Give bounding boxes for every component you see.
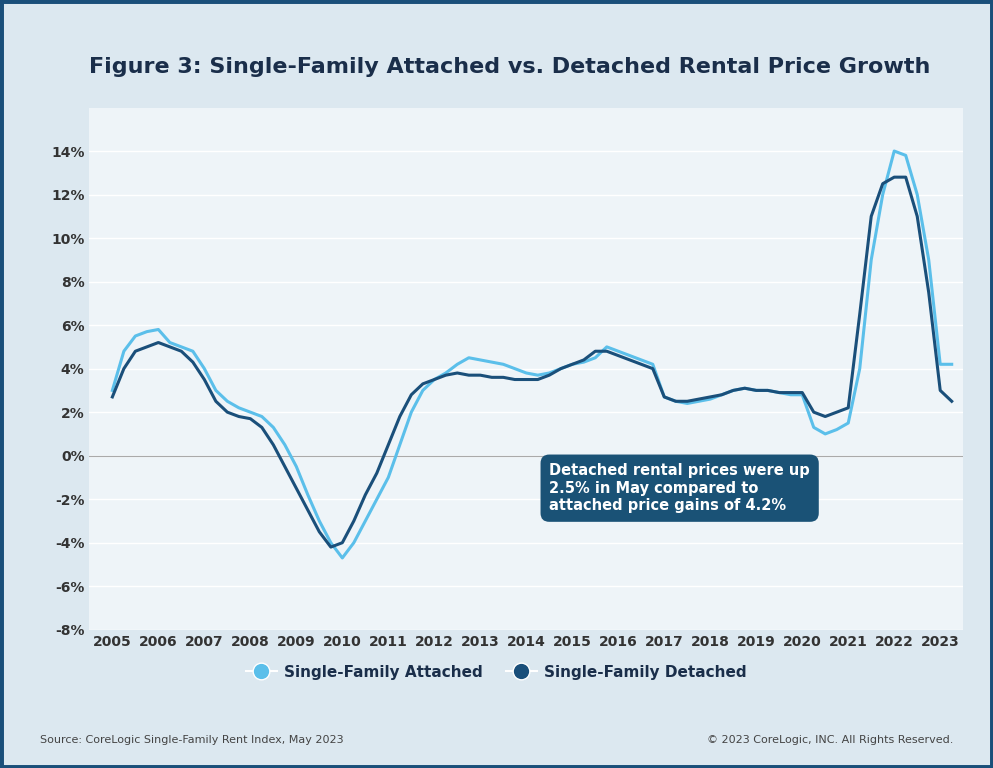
Single-Family Attached xyxy=(877,190,889,199)
Single-Family Detached xyxy=(578,356,590,365)
Single-Family Detached xyxy=(279,462,291,471)
Text: Detached rental prices were up
2.5% in May compared to
attached price gains of 4: Detached rental prices were up 2.5% in M… xyxy=(549,463,810,513)
Single-Family Attached xyxy=(589,353,601,362)
Text: © 2023 CoreLogic, INC. All Rights Reserved.: © 2023 CoreLogic, INC. All Rights Reserv… xyxy=(707,735,953,745)
Single-Family Attached xyxy=(279,440,291,449)
Single-Family Attached xyxy=(889,147,901,156)
Single-Family Detached xyxy=(889,173,901,182)
Single-Family Detached xyxy=(945,396,957,406)
Single-Family Attached xyxy=(106,386,118,395)
Single-Family Attached xyxy=(578,358,590,367)
Single-Family Attached xyxy=(945,359,957,369)
Line: Single-Family Attached: Single-Family Attached xyxy=(112,151,951,558)
Single-Family Attached xyxy=(290,462,302,471)
Text: Source: CoreLogic Single-Family Rent Index, May 2023: Source: CoreLogic Single-Family Rent Ind… xyxy=(40,735,344,745)
Single-Family Detached xyxy=(290,484,302,493)
Single-Family Detached xyxy=(325,542,337,551)
Single-Family Attached xyxy=(337,553,349,562)
Line: Single-Family Detached: Single-Family Detached xyxy=(112,177,951,547)
Single-Family Detached xyxy=(877,179,889,188)
Single-Family Detached xyxy=(589,346,601,356)
Single-Family Attached xyxy=(394,440,406,449)
Single-Family Detached xyxy=(106,392,118,402)
Text: Figure 3: Single-Family Attached vs. Detached Rental Price Growth: Figure 3: Single-Family Attached vs. Det… xyxy=(89,57,930,77)
Single-Family Detached xyxy=(394,412,406,421)
Legend: Single-Family Attached, Single-Family Detached: Single-Family Attached, Single-Family De… xyxy=(240,658,753,686)
